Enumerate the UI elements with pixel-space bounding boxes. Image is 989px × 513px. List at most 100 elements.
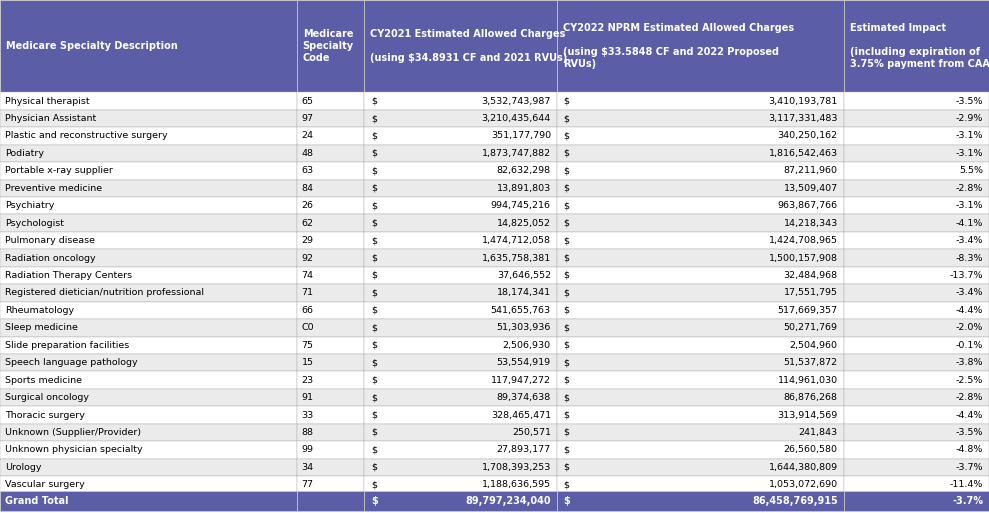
Bar (297, 302, 364, 319)
Text: Medicare
Specialty
Code: Medicare Specialty Code (303, 29, 354, 63)
Text: Portable x-ray supplier: Portable x-ray supplier (5, 166, 113, 175)
Bar (364, 127, 557, 145)
Bar (557, 491, 844, 511)
Bar (0, 491, 297, 511)
Text: 1,644,380,809: 1,644,380,809 (768, 463, 838, 472)
Text: 2,506,930: 2,506,930 (502, 341, 551, 350)
Text: 117,947,272: 117,947,272 (491, 376, 551, 385)
Text: 86,458,769,915: 86,458,769,915 (752, 496, 838, 506)
Bar (557, 232, 844, 249)
Text: -4.4%: -4.4% (955, 306, 983, 315)
Bar (844, 145, 989, 162)
Text: 1,816,542,463: 1,816,542,463 (768, 149, 838, 158)
Bar (364, 491, 557, 511)
Bar (557, 162, 844, 180)
Text: $: $ (371, 253, 377, 263)
Bar (844, 197, 989, 214)
Text: 1,188,636,595: 1,188,636,595 (482, 480, 551, 489)
Bar (557, 459, 844, 476)
Text: 313,914,569: 313,914,569 (777, 410, 838, 420)
Bar (0, 232, 297, 249)
Bar (364, 424, 557, 441)
Text: Medicare Specialty Description: Medicare Specialty Description (6, 41, 178, 51)
Text: $: $ (564, 496, 571, 506)
Text: -11.4%: -11.4% (949, 480, 983, 489)
Text: 26,560,580: 26,560,580 (783, 445, 838, 455)
Text: 37,646,552: 37,646,552 (496, 271, 551, 280)
Text: $: $ (371, 445, 377, 455)
Text: $: $ (564, 96, 570, 106)
Text: $: $ (371, 219, 377, 228)
Bar (844, 354, 989, 371)
Text: $: $ (371, 114, 377, 123)
Text: 24: 24 (302, 131, 314, 141)
Bar (557, 371, 844, 389)
Text: $: $ (371, 358, 377, 367)
Bar (0, 424, 297, 441)
Text: 87,211,960: 87,211,960 (783, 166, 838, 175)
Text: $: $ (564, 393, 570, 402)
Bar (297, 441, 364, 459)
Text: -3.4%: -3.4% (955, 288, 983, 298)
Bar (364, 441, 557, 459)
Text: $: $ (371, 496, 378, 506)
Text: 5.5%: 5.5% (959, 166, 983, 175)
Bar (557, 180, 844, 197)
Bar (844, 389, 989, 406)
Text: 15: 15 (302, 358, 314, 367)
Bar (557, 476, 844, 494)
Text: 84: 84 (302, 184, 314, 193)
Text: 14,218,343: 14,218,343 (783, 219, 838, 228)
Text: Preventive medicine: Preventive medicine (5, 184, 102, 193)
Bar (0, 441, 297, 459)
Text: $: $ (371, 236, 377, 245)
Bar (557, 337, 844, 354)
Bar (297, 127, 364, 145)
Bar (844, 180, 989, 197)
Text: CY2022 NPRM Estimated Allowed Charges

(using $33.5848 CF and 2022 Proposed
RVUs: CY2022 NPRM Estimated Allowed Charges (u… (563, 23, 794, 69)
Text: 517,669,357: 517,669,357 (777, 306, 838, 315)
Text: -3.8%: -3.8% (955, 358, 983, 367)
Text: 89,374,638: 89,374,638 (496, 393, 551, 402)
Bar (297, 406, 364, 424)
Text: $: $ (564, 166, 570, 175)
Text: -4.4%: -4.4% (955, 410, 983, 420)
Text: CY2021 Estimated Allowed Charges

(using $34.8931 CF and 2021 RVUs): CY2021 Estimated Allowed Charges (using … (370, 29, 567, 63)
Text: 53,554,919: 53,554,919 (496, 358, 551, 367)
Bar (364, 389, 557, 406)
Text: 3,210,435,644: 3,210,435,644 (482, 114, 551, 123)
Text: Slide preparation facilities: Slide preparation facilities (5, 341, 130, 350)
Bar (0, 0, 297, 92)
Bar (557, 319, 844, 337)
Text: Physical therapist: Physical therapist (5, 96, 90, 106)
Text: Estimated Impact

(including expiration of
3.75% payment from CAA): Estimated Impact (including expiration o… (850, 23, 989, 69)
Text: $: $ (564, 184, 570, 193)
Bar (0, 214, 297, 232)
Text: Unknown (Supplier/Provider): Unknown (Supplier/Provider) (5, 428, 141, 437)
Text: 66: 66 (302, 306, 314, 315)
Text: -3.1%: -3.1% (955, 201, 983, 210)
Bar (0, 127, 297, 145)
Text: 1,500,157,908: 1,500,157,908 (768, 253, 838, 263)
Text: $: $ (564, 410, 570, 420)
Bar (557, 92, 844, 110)
Bar (0, 180, 297, 197)
Bar (557, 284, 844, 302)
Bar (844, 441, 989, 459)
Bar (297, 389, 364, 406)
Text: $: $ (564, 271, 570, 280)
Bar (0, 476, 297, 494)
Text: 963,867,766: 963,867,766 (777, 201, 838, 210)
Text: 51,303,936: 51,303,936 (496, 323, 551, 332)
Text: 82,632,298: 82,632,298 (496, 166, 551, 175)
Text: 241,843: 241,843 (798, 428, 838, 437)
Bar (844, 92, 989, 110)
Bar (364, 476, 557, 494)
Text: 48: 48 (302, 149, 314, 158)
Bar (0, 371, 297, 389)
Text: $: $ (371, 166, 377, 175)
Bar (297, 0, 364, 92)
Text: $: $ (564, 236, 570, 245)
Bar (364, 110, 557, 127)
Bar (297, 110, 364, 127)
